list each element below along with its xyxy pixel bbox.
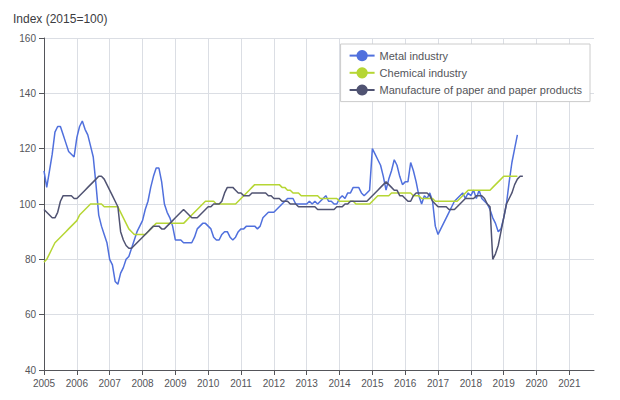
svg-text:Chemical industry: Chemical industry (380, 67, 468, 79)
svg-text:160: 160 (19, 33, 36, 44)
svg-text:2008: 2008 (131, 378, 154, 389)
svg-text:2017: 2017 (427, 378, 450, 389)
svg-text:100: 100 (19, 199, 36, 210)
svg-text:2016: 2016 (394, 378, 417, 389)
svg-text:140: 140 (19, 88, 36, 99)
svg-text:2006: 2006 (66, 378, 89, 389)
svg-text:2007: 2007 (99, 378, 122, 389)
svg-text:2011: 2011 (230, 378, 252, 389)
svg-text:2009: 2009 (164, 378, 187, 389)
svg-text:80: 80 (25, 254, 37, 265)
svg-text:2015: 2015 (361, 378, 384, 389)
svg-text:Manufacture of paper and paper: Manufacture of paper and paper products (380, 84, 583, 96)
svg-text:Metal industry: Metal industry (380, 50, 449, 62)
svg-text:2010: 2010 (197, 378, 220, 389)
svg-text:2021: 2021 (558, 378, 581, 389)
svg-text:2020: 2020 (525, 378, 548, 389)
svg-text:2014: 2014 (328, 378, 351, 389)
svg-text:40: 40 (25, 365, 37, 376)
svg-text:2012: 2012 (263, 378, 286, 389)
svg-text:2018: 2018 (460, 378, 483, 389)
svg-text:Index (2015=100): Index (2015=100) (13, 12, 107, 26)
svg-text:120: 120 (19, 143, 36, 154)
svg-text:60: 60 (25, 309, 37, 320)
svg-text:2005: 2005 (33, 378, 56, 389)
svg-text:2019: 2019 (493, 378, 516, 389)
svg-text:2013: 2013 (296, 378, 319, 389)
